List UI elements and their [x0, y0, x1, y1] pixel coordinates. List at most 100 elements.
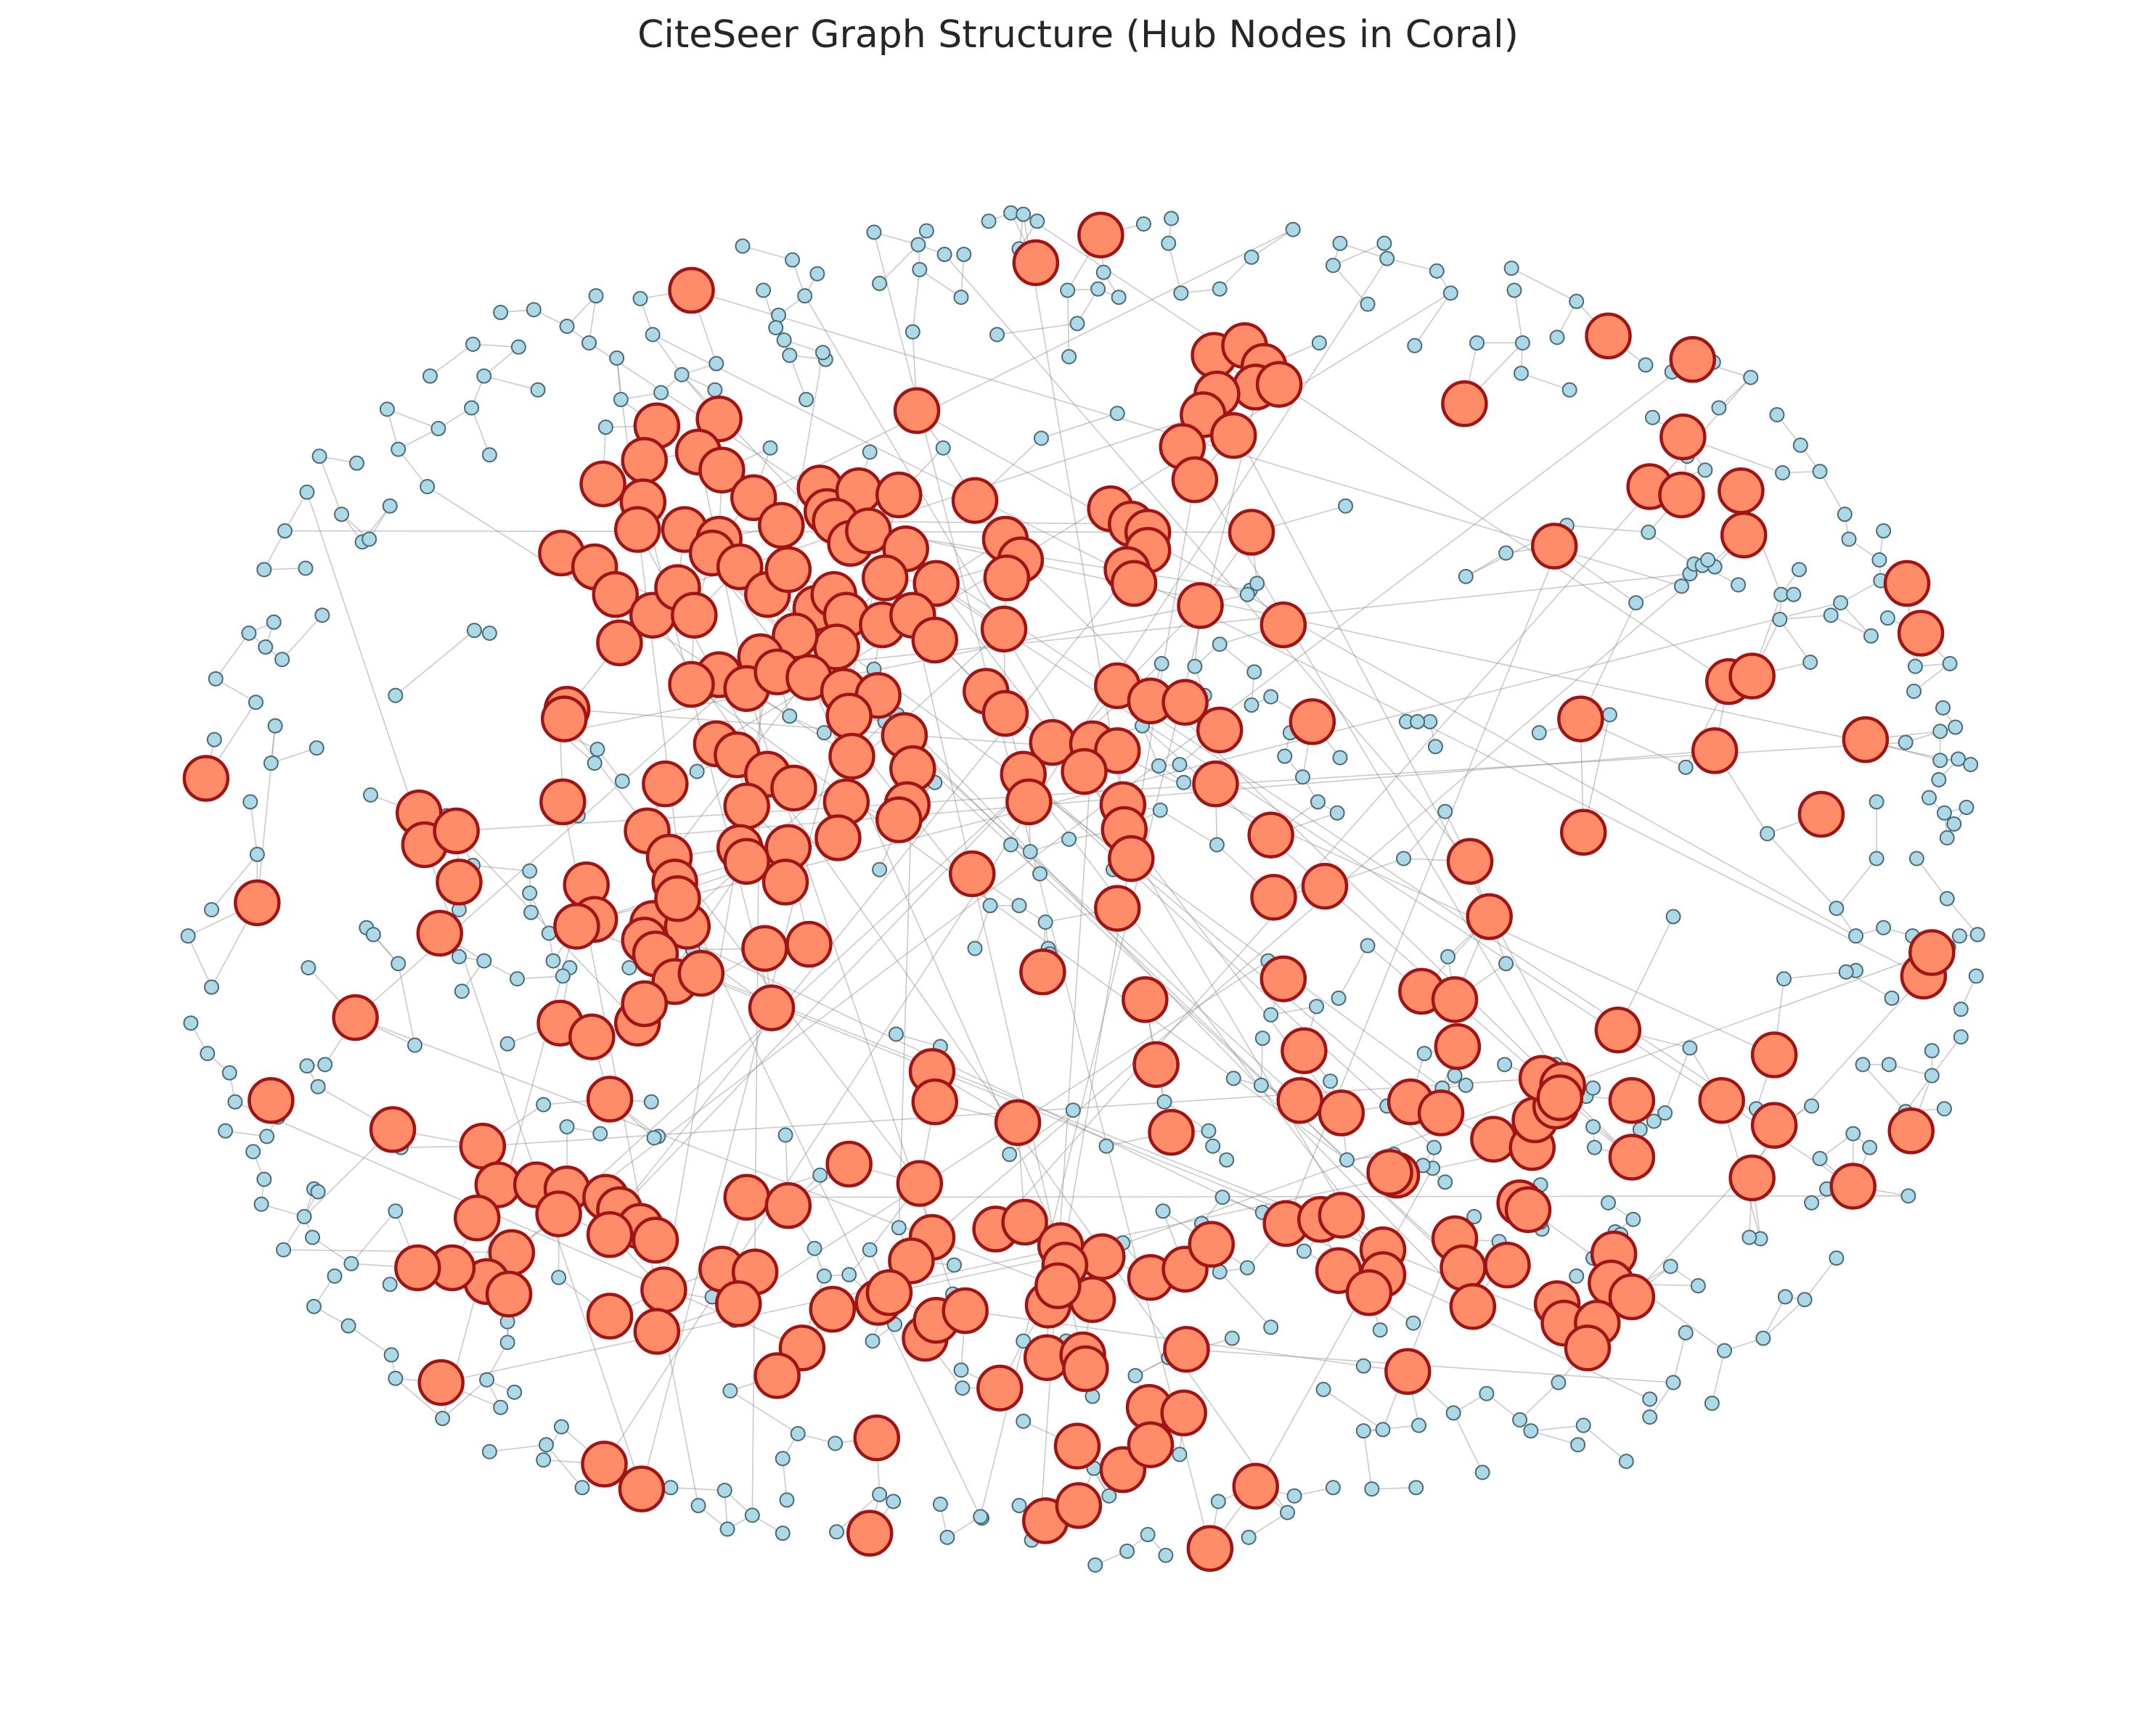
- regular-node: [1514, 335, 1530, 351]
- regular-node: [1022, 843, 1038, 859]
- regular-node: [888, 1026, 904, 1042]
- regular-node: [249, 846, 265, 862]
- regular-node: [1037, 914, 1053, 930]
- graph-edge: [1159, 809, 1217, 845]
- graph-edge: [489, 1443, 547, 1453]
- regular-node: [343, 1256, 359, 1271]
- graph-edge: [1414, 292, 1452, 346]
- regular-node: [481, 447, 497, 463]
- regular-node: [481, 1443, 497, 1459]
- regular-node: [391, 956, 407, 972]
- regular-node: [719, 1521, 735, 1537]
- hub-node: [1797, 790, 1845, 838]
- regular-node: [841, 1266, 857, 1282]
- regular-node: [382, 1277, 398, 1293]
- hub-node: [632, 1216, 679, 1264]
- regular-node: [1254, 1031, 1270, 1047]
- hub-node: [416, 909, 464, 957]
- regular-node: [1153, 655, 1169, 671]
- regular-node: [379, 401, 395, 417]
- regular-node: [559, 1119, 575, 1135]
- regular-node: [1098, 1138, 1114, 1154]
- hub-node: [248, 1077, 295, 1124]
- hub-node: [453, 1195, 501, 1242]
- hub-node: [976, 1364, 1024, 1412]
- regular-node: [1924, 1068, 1940, 1084]
- regular-node: [1187, 658, 1203, 674]
- regular-node: [1792, 437, 1808, 453]
- regular-node: [203, 979, 219, 995]
- graph-edge: [1064, 951, 1932, 1266]
- hub-node: [1259, 955, 1307, 1002]
- hub-node: [539, 778, 587, 826]
- regular-node: [1355, 1358, 1371, 1374]
- regular-node: [716, 1483, 732, 1499]
- regular-node: [1769, 407, 1785, 422]
- regular-node: [479, 1372, 495, 1388]
- regular-node: [305, 1229, 321, 1245]
- regular-node: [420, 479, 436, 495]
- hub-node: [1192, 760, 1239, 808]
- hub-nodes-layer: [182, 211, 1956, 1572]
- regular-node: [451, 949, 467, 965]
- hub-node: [761, 859, 809, 906]
- hub-node: [1250, 874, 1297, 921]
- regular-node: [1551, 1375, 1567, 1391]
- graph-edge: [997, 322, 1078, 335]
- regular-node: [267, 718, 283, 734]
- regular-node: [299, 1058, 315, 1074]
- graph-edge: [652, 334, 1924, 977]
- hub-node: [1232, 1462, 1279, 1510]
- hub-node: [1384, 1348, 1432, 1396]
- regular-node: [1618, 1454, 1634, 1470]
- regular-node: [912, 261, 928, 277]
- graph-edge: [1023, 774, 1384, 1250]
- regular-node: [1646, 1113, 1662, 1129]
- hub-node: [845, 507, 892, 554]
- hub-node: [730, 474, 777, 522]
- hub-node: [436, 859, 483, 906]
- regular-node: [388, 687, 404, 703]
- graph-edge: [670, 1486, 725, 1491]
- hub-node: [1012, 239, 1060, 287]
- graph-edge: [652, 334, 682, 375]
- regular-node: [1003, 837, 1019, 853]
- regular-node: [248, 695, 264, 710]
- regular-node: [1156, 1094, 1172, 1110]
- graph-edge: [1916, 858, 1948, 899]
- hub-node: [1441, 380, 1488, 427]
- regular-node: [298, 560, 314, 576]
- regular-node: [1881, 1057, 1897, 1073]
- regular-node: [1924, 1043, 1940, 1059]
- regular-node: [891, 1220, 907, 1236]
- hub-node: [1417, 1089, 1465, 1137]
- regular-node: [1498, 956, 1514, 972]
- regular-node: [1173, 285, 1189, 301]
- regular-node: [296, 1208, 312, 1224]
- regular-node: [1900, 1188, 1916, 1204]
- regular-node: [1855, 1057, 1871, 1073]
- regular-node: [1575, 1417, 1591, 1433]
- regular-node: [1119, 1543, 1135, 1559]
- regular-node: [464, 400, 480, 416]
- regular-node: [613, 392, 629, 408]
- hub-node: [716, 543, 764, 591]
- graph-edge: [1167, 243, 1182, 294]
- graph-edge: [1779, 618, 1811, 663]
- regular-node: [1953, 1002, 1969, 1017]
- regular-node: [1241, 1529, 1257, 1545]
- hub-node: [1005, 778, 1053, 826]
- regular-node: [545, 953, 561, 969]
- regular-node: [1135, 216, 1151, 232]
- regular-node: [1786, 586, 1802, 602]
- regular-node: [476, 368, 492, 384]
- hub-node: [671, 591, 718, 639]
- hub-node: [1366, 1149, 1413, 1196]
- graph-edge: [1763, 1299, 1805, 1339]
- regular-node: [674, 366, 690, 382]
- regular-node: [1152, 802, 1168, 818]
- regular-node: [242, 794, 258, 810]
- hub-node: [1536, 1074, 1584, 1121]
- regular-node: [1016, 1333, 1032, 1349]
- regular-node: [206, 732, 222, 748]
